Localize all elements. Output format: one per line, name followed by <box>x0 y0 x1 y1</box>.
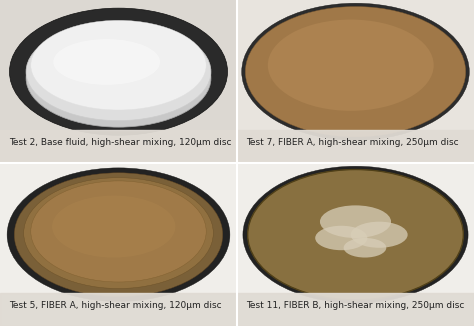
Bar <box>237 130 474 163</box>
Ellipse shape <box>7 168 230 302</box>
Text: Test 5, FIBER A, high-shear mixing, 120μm disc: Test 5, FIBER A, high-shear mixing, 120μ… <box>9 301 222 310</box>
Bar <box>0 130 237 163</box>
Ellipse shape <box>26 29 211 127</box>
Ellipse shape <box>242 3 469 140</box>
Ellipse shape <box>247 170 464 300</box>
Ellipse shape <box>31 181 206 282</box>
Ellipse shape <box>31 20 206 110</box>
Ellipse shape <box>268 20 434 111</box>
Text: Test 7, FIBER A, high-shear mixing, 250μm disc: Test 7, FIBER A, high-shear mixing, 250μ… <box>246 138 459 147</box>
Bar <box>237 293 474 326</box>
Ellipse shape <box>243 166 468 303</box>
Ellipse shape <box>24 178 213 289</box>
Ellipse shape <box>9 8 228 135</box>
Bar <box>0 293 237 326</box>
Ellipse shape <box>53 39 160 85</box>
Ellipse shape <box>52 196 175 258</box>
Ellipse shape <box>320 205 391 238</box>
Text: Test 2, Base fluid, high-shear mixing, 120μm disc: Test 2, Base fluid, high-shear mixing, 1… <box>9 138 232 147</box>
Ellipse shape <box>315 226 367 250</box>
Ellipse shape <box>246 7 465 137</box>
Text: Test 11, FIBER B, high-shear mixing, 250μm disc: Test 11, FIBER B, high-shear mixing, 250… <box>246 301 465 310</box>
Ellipse shape <box>14 173 223 297</box>
Ellipse shape <box>351 222 408 248</box>
Ellipse shape <box>344 238 386 258</box>
Ellipse shape <box>26 23 211 121</box>
